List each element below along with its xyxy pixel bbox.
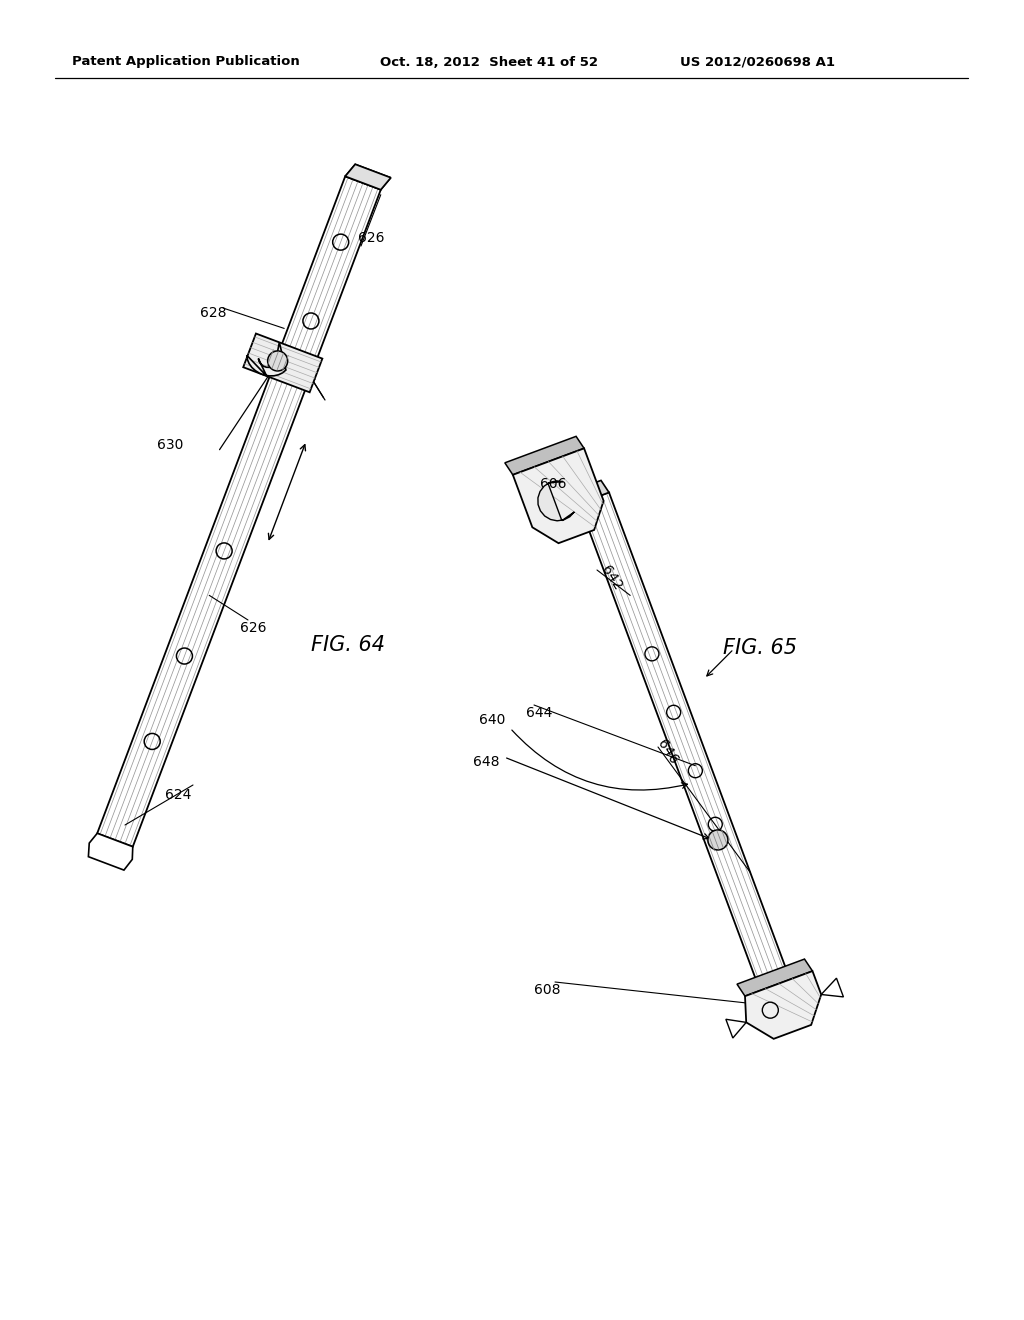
Text: 644: 644 [525,706,552,719]
Text: 608: 608 [534,983,560,997]
Polygon shape [726,1019,746,1038]
Polygon shape [505,437,584,475]
Polygon shape [247,342,286,376]
Circle shape [708,830,728,850]
Polygon shape [97,177,381,846]
Text: 630: 630 [157,438,183,451]
Polygon shape [571,480,609,503]
Text: 640: 640 [479,713,505,727]
Polygon shape [538,480,574,521]
Polygon shape [737,960,812,997]
Polygon shape [821,978,844,997]
Text: 628: 628 [200,306,226,319]
Text: 626: 626 [357,231,384,246]
Polygon shape [345,164,391,190]
Polygon shape [579,492,790,990]
Polygon shape [345,164,391,190]
Polygon shape [513,449,603,544]
Text: 648: 648 [473,755,500,770]
Text: 642: 642 [599,564,625,593]
Polygon shape [244,334,323,392]
Text: FIG. 65: FIG. 65 [723,638,797,657]
Text: 624: 624 [165,788,191,803]
Circle shape [267,351,288,371]
Polygon shape [745,972,821,1039]
Polygon shape [88,833,133,870]
Text: FIG. 64: FIG. 64 [311,635,385,655]
Text: 606: 606 [540,477,566,491]
Text: Patent Application Publication: Patent Application Publication [72,55,300,69]
Text: 646: 646 [655,737,681,767]
Text: 626: 626 [240,620,266,635]
Text: US 2012/0260698 A1: US 2012/0260698 A1 [680,55,835,69]
Text: Oct. 18, 2012  Sheet 41 of 52: Oct. 18, 2012 Sheet 41 of 52 [380,55,598,69]
